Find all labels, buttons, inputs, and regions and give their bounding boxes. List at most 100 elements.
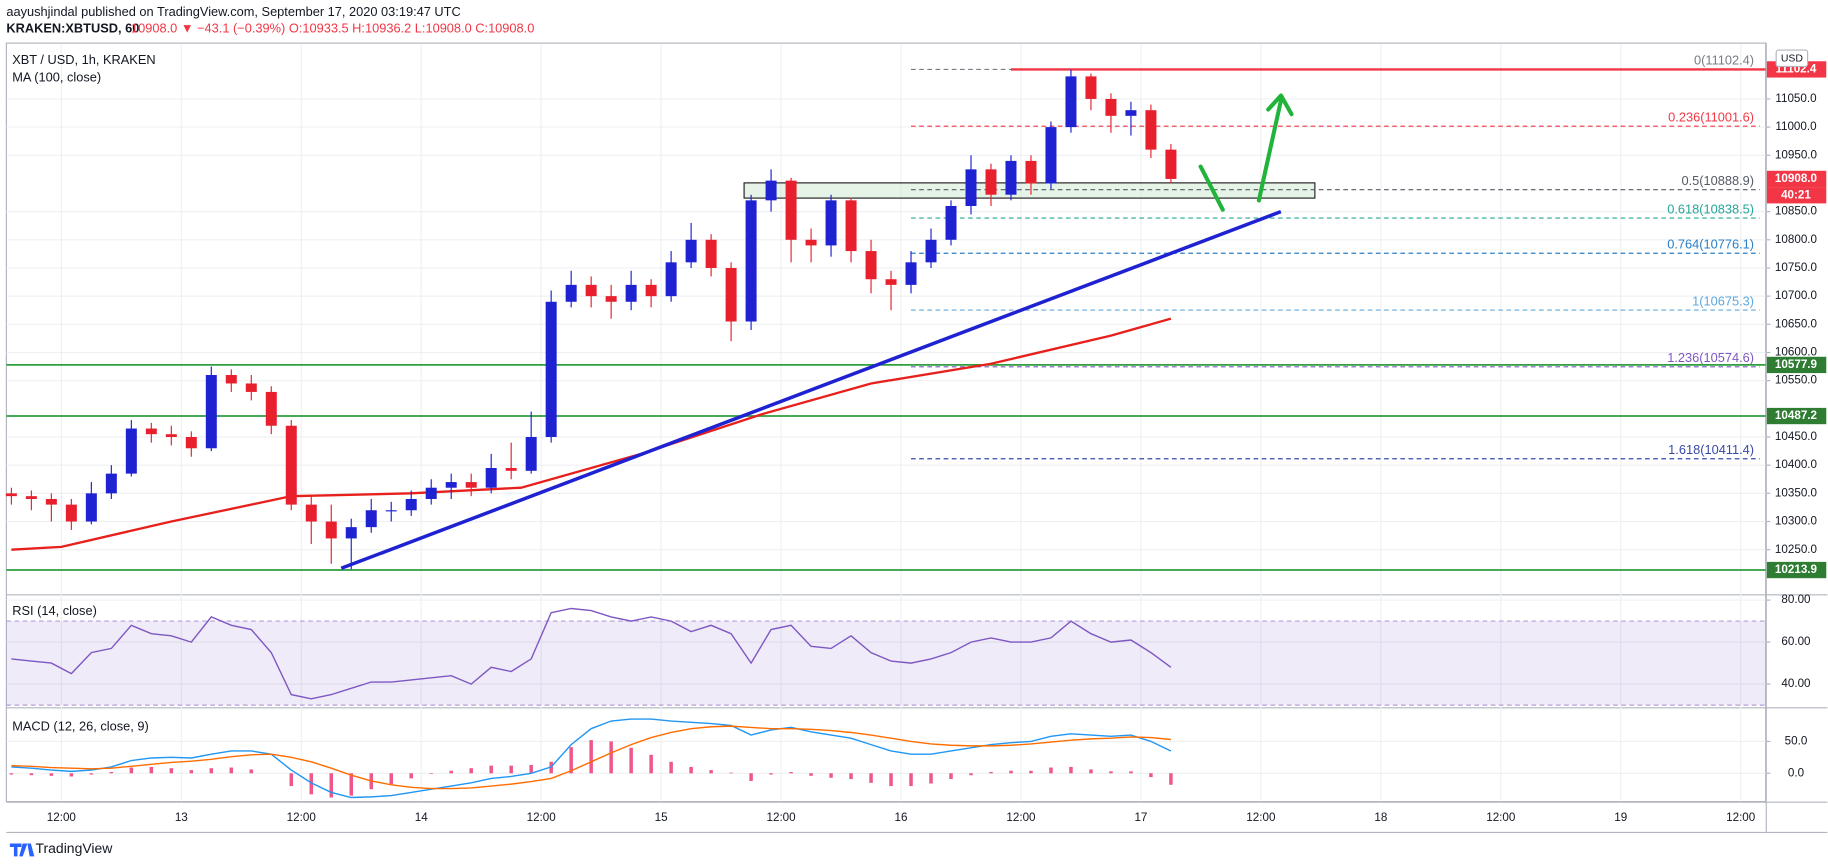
candle-body — [125, 428, 137, 474]
candle-body — [65, 504, 77, 522]
macd-histogram-bar — [969, 773, 973, 776]
x-tick-label: 19 — [1614, 811, 1627, 824]
macd-histogram-bar — [1029, 770, 1033, 774]
y-tick-label: 40.00 — [1781, 677, 1811, 690]
candle-body — [745, 200, 757, 322]
candle-body — [405, 498, 417, 511]
y-tick-label: 50.0 — [1785, 734, 1808, 747]
macd-histogram-bar — [849, 773, 853, 780]
y-tick-label: 10300.0 — [1775, 515, 1818, 528]
candle-body — [145, 428, 157, 435]
candle-body — [545, 301, 557, 437]
candle-body — [885, 279, 897, 285]
macd-histogram-bar — [69, 773, 74, 777]
macd-histogram-bar — [1049, 767, 1053, 774]
macd-histogram-bar — [1069, 766, 1073, 774]
candle-body — [625, 284, 637, 302]
candle-body — [645, 284, 657, 297]
candle-body — [525, 436, 537, 471]
y-tick-label: 10400.0 — [1775, 458, 1818, 471]
candle-body — [265, 391, 277, 426]
rsi-band — [6, 621, 1766, 706]
candle-body — [205, 375, 217, 449]
candle-body — [725, 267, 737, 322]
macd-histogram-bar — [609, 741, 613, 774]
marks: 0(11102.4) 0.236(11001.6) 0.5(10888.9) 0.61… — [5, 53, 1766, 799]
candle-body — [485, 467, 497, 488]
fib-label: 1.618(10411.4) — [1668, 442, 1754, 457]
candle-body — [285, 425, 297, 505]
macd-histogram-bar — [509, 765, 513, 774]
candle-body — [565, 284, 577, 302]
candle-body — [665, 262, 677, 297]
ma-title: MA (100, close) — [12, 69, 101, 84]
macd-histogram-bar — [569, 747, 573, 774]
macd-histogram-bar — [189, 770, 194, 774]
macd-histogram-bar — [769, 773, 773, 775]
candle-body — [785, 180, 797, 240]
currency-box — [1775, 49, 1809, 67]
macd-histogram-bar — [89, 773, 94, 775]
macd-histogram-bar — [989, 772, 993, 774]
price-tag — [1766, 407, 1827, 425]
price-tag — [1766, 561, 1827, 579]
y-tick-label: 10750.0 — [1775, 261, 1818, 274]
fib-label: 0(11102.4) — [1694, 53, 1754, 68]
candle-body — [45, 498, 57, 505]
candle-body — [765, 180, 777, 201]
arrow-down — [1198, 164, 1225, 212]
fib-label: 0.618(10838.5) — [1667, 201, 1754, 216]
footer: TradingView — [36, 840, 114, 856]
candle-body — [365, 510, 377, 528]
macd-histogram-bar — [909, 773, 913, 787]
ma-line — [11, 317, 1172, 551]
macd-histogram-bar — [949, 773, 953, 780]
macd-histogram-bar — [629, 747, 633, 774]
x-tick-label: 12:00 — [1486, 811, 1516, 824]
macd-histogram-bar — [669, 761, 673, 774]
macd-histogram-bar — [289, 773, 294, 787]
candle-body — [805, 239, 817, 246]
x-tick-label: 13 — [175, 811, 188, 824]
y-tick-label: 10950.0 — [1775, 148, 1818, 161]
x-tick-label: 12:00 — [767, 811, 797, 824]
logo — [9, 843, 35, 857]
x-tick-label: 16 — [895, 811, 908, 824]
candle-body — [845, 200, 857, 252]
macd-histogram-bar — [589, 740, 593, 774]
macd-histogram-bar — [349, 773, 353, 796]
macd-histogram-bar — [729, 772, 733, 774]
candle-body — [825, 200, 837, 246]
candle-body — [905, 262, 917, 285]
price-tag-label: 10908.0 — [1775, 172, 1817, 185]
fib-label: 0.764(10776.1) — [1667, 236, 1754, 251]
candle-body — [1025, 160, 1037, 184]
macd-histogram-bar — [1149, 773, 1153, 778]
x-tick-label: 12:00 — [1726, 811, 1756, 824]
y-tick-label: 10250.0 — [1775, 543, 1818, 556]
macd-histogram-bar — [429, 773, 433, 774]
candle-body — [245, 383, 257, 392]
macd-histogram-bar — [229, 767, 234, 774]
candle-body — [685, 239, 697, 263]
macd-histogram-bar — [389, 773, 393, 785]
y-tick-label: 10600.0 — [1775, 346, 1818, 359]
macd-histogram-bar — [129, 767, 134, 774]
x-tick-label: 12:00 — [527, 811, 557, 824]
candle-body — [985, 169, 997, 195]
symbol: KRAKEN:XBTUSD, 60 — [6, 21, 139, 36]
macd-histogram-bar — [1169, 773, 1173, 785]
y-tick-label: 10650.0 — [1775, 317, 1818, 330]
macd-histogram-bar — [249, 769, 254, 774]
fib-label: 1(10675.3) — [1692, 293, 1754, 308]
y-tick-label: 0.0 — [1788, 766, 1805, 779]
macd-histogram-bar — [449, 770, 453, 774]
fib-label: 0.236(11001.6) — [1668, 109, 1754, 124]
rsi-line — [11, 607, 1172, 700]
macd-histogram-bar — [109, 772, 114, 774]
macd-histogram-bar — [409, 773, 413, 779]
countdown: 40:21 — [1781, 188, 1811, 201]
y-tick-label: 10350.0 — [1775, 486, 1818, 499]
